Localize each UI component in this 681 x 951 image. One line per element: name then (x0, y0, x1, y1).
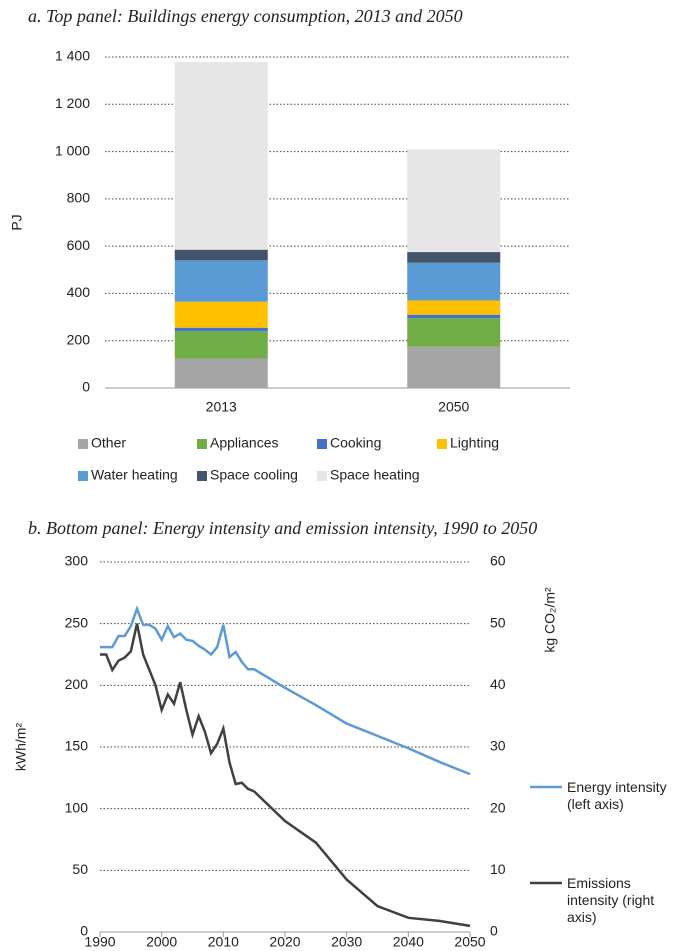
bar-segment (174, 358, 268, 388)
bar-segment (174, 61, 268, 250)
legend-swatch (197, 471, 207, 481)
legend-label: Space cooling (210, 467, 298, 483)
bar-segment (407, 262, 501, 301)
y-tick-label: 0 (82, 379, 90, 395)
chart-title: b. Bottom panel: Energy intensity and em… (28, 518, 537, 538)
bar-segment (407, 252, 501, 263)
x-tick-label: 2050 (454, 934, 485, 950)
y2-tick-label: 50 (490, 614, 506, 630)
legend-swatch (197, 439, 207, 449)
x-tick-label: 2013 (206, 399, 237, 415)
y2-tick-label: 10 (490, 861, 506, 877)
bar-segment (407, 314, 501, 319)
x-tick-label: 1990 (84, 934, 115, 950)
x-tick-label: 2010 (208, 934, 239, 950)
y2-axis-title: kg CO₂/m² (542, 587, 558, 653)
legend-swatch (317, 471, 327, 481)
y-tick-label: 50 (72, 861, 88, 877)
legend-label: Water heating (91, 467, 178, 483)
legend-label: Other (91, 435, 126, 451)
y-tick-label: 300 (65, 553, 89, 569)
y-tick-label: 200 (67, 331, 91, 347)
x-tick-label: 2020 (269, 934, 300, 950)
y2-tick-label: 40 (490, 676, 506, 692)
bar-segment (407, 346, 501, 388)
x-tick-label: 2040 (393, 934, 424, 950)
legend-label: Cooking (330, 435, 381, 451)
chart-title: a. Top panel: Buildings energy consumpti… (28, 6, 463, 26)
bar-segment (174, 260, 268, 302)
y-tick-label: 0 (80, 923, 88, 939)
legend-label: Emissions intensity (right axis) (567, 875, 655, 925)
bar-segment (407, 149, 501, 253)
y-tick-label: 100 (65, 799, 89, 815)
bar-segment (407, 318, 501, 347)
x-tick-label: 2030 (331, 934, 362, 950)
legend-swatch (437, 439, 447, 449)
bar-segment (174, 331, 268, 359)
legend-label: Space heating (330, 467, 420, 483)
y-axis-title: PJ (9, 214, 25, 230)
legend-swatch (78, 471, 88, 481)
y-tick-label: 1 000 (55, 142, 90, 158)
legend-label: Lighting (450, 435, 499, 451)
legend-label: Appliances (210, 435, 279, 451)
legend-swatch (78, 439, 88, 449)
y-tick-label: 250 (65, 614, 89, 630)
x-tick-label: 2050 (438, 399, 469, 415)
y2-tick-label: 0 (490, 923, 498, 939)
y2-tick-label: 60 (490, 553, 506, 569)
y-tick-label: 400 (67, 284, 91, 300)
legend-label: Energy intensity (left axis) (567, 779, 667, 812)
x-tick-label: 2000 (146, 934, 177, 950)
bar-segment (174, 249, 268, 261)
bar-segment (174, 327, 268, 332)
y-axis-title: kWh/m² (13, 723, 29, 772)
series-line (100, 605, 471, 776)
bar-segment (407, 300, 501, 315)
y2-tick-label: 20 (490, 799, 506, 815)
y-tick-label: 600 (67, 237, 91, 253)
y-tick-label: 1 400 (55, 48, 90, 64)
y-tick-label: 800 (67, 190, 91, 206)
y-tick-label: 150 (65, 738, 89, 754)
series-line (100, 623, 471, 928)
bar-segment (174, 301, 268, 328)
y2-tick-label: 30 (490, 738, 506, 754)
legend-swatch (317, 439, 327, 449)
y-tick-label: 200 (65, 676, 89, 692)
y-tick-label: 1 200 (55, 95, 90, 111)
